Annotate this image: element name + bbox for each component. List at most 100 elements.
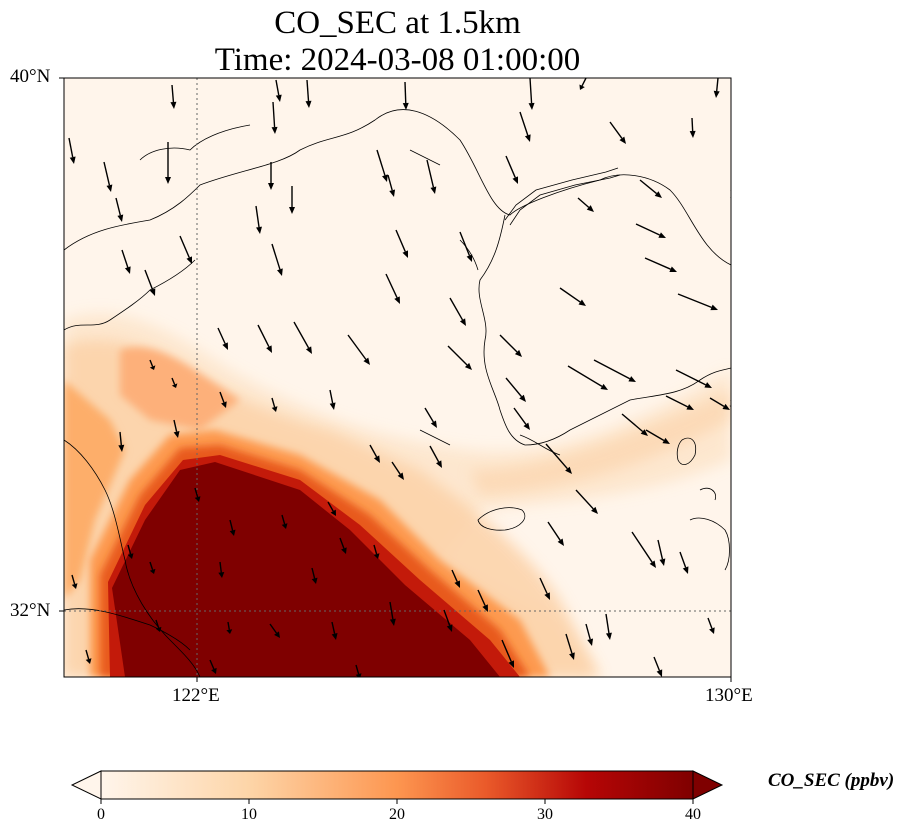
wind-arrows	[68, 78, 731, 677]
wind-arrow-shaft	[499, 334, 518, 353]
wind-arrow-head	[222, 342, 228, 350]
colorbar-tick-20: 20	[389, 806, 405, 823]
wind-arrow-shaft	[149, 359, 154, 367]
wind-arrow-shaft	[477, 589, 486, 606]
wind-arrow-head	[149, 288, 156, 296]
wind-arrow-shaft	[679, 551, 687, 568]
wind-arrow-shaft	[275, 79, 280, 96]
wind-arrow-head	[654, 191, 662, 198]
wind-arrow-shaft	[716, 78, 719, 92]
wind-arrow-shaft	[115, 197, 121, 216]
wind-arrow-head	[557, 538, 564, 546]
wind-arrow-head	[586, 205, 594, 212]
wind-arrow-head	[363, 357, 370, 365]
wind-arrow-shaft	[311, 567, 316, 579]
wind-arrow-head	[330, 509, 336, 516]
wind-arrow-shaft	[171, 377, 176, 385]
wind-arrow-head	[149, 365, 156, 370]
wind-arrow-shaft	[68, 137, 74, 158]
wind-arrow-shaft	[255, 205, 260, 228]
wind-arrow-head	[524, 134, 531, 142]
wind-arrow-shaft	[609, 121, 623, 139]
wind-arrow-head	[275, 94, 282, 102]
wind-arrow-shaft	[219, 561, 222, 573]
wind-arrow-shaft	[501, 639, 512, 662]
wind-arrow-shaft	[144, 269, 154, 290]
wind-arrow-head	[658, 232, 666, 238]
wind-arrow-head	[85, 658, 92, 664]
wind-arrow-head	[430, 420, 437, 428]
lat-label-32n: 32°N	[10, 600, 51, 621]
wind-arrow-head	[454, 580, 460, 588]
wind-arrow-shaft	[121, 249, 129, 268]
wind-arrow-shaft	[429, 445, 440, 463]
wind-arrow-shaft	[339, 537, 345, 549]
wind-arrow-head	[341, 547, 347, 554]
wind-arrow-shaft	[644, 257, 671, 270]
wind-arrow-head	[117, 214, 124, 222]
wind-arrow-head	[649, 560, 656, 568]
lon-label-130e: 130°E	[705, 685, 753, 706]
wind-arrow-shaft	[529, 78, 533, 104]
wind-arrow-shaft	[709, 397, 725, 407]
colorbar-gradient	[101, 771, 693, 799]
wind-arrow-shaft	[149, 561, 154, 571]
wind-arrow-shaft	[103, 161, 111, 186]
wind-arrow-head	[528, 102, 535, 110]
wind-arrow-head	[277, 268, 283, 276]
wind-arrow-shaft	[71, 574, 76, 585]
wind-arrow-shaft	[373, 544, 378, 555]
wind-arrow-head	[118, 444, 125, 452]
wind-arrow-head	[229, 529, 236, 536]
wind-arrow-shaft	[577, 197, 590, 208]
wind-arrow-head	[382, 174, 388, 182]
wind-arrow-head	[373, 455, 380, 463]
wind-arrow-shaft	[657, 539, 664, 560]
wind-arrow-shaft	[272, 101, 276, 128]
colorbar-extend-min	[70, 770, 102, 800]
wind-arrow-shaft	[347, 334, 367, 360]
wind-arrow-head	[124, 266, 131, 274]
wind-arrow-shaft	[376, 149, 386, 176]
wind-arrow-shaft	[631, 531, 653, 563]
wind-arrow-shaft	[665, 395, 689, 408]
wind-arrow-shaft	[575, 489, 594, 510]
colorbar-tick-30: 30	[537, 806, 553, 823]
wind-arrow-head	[149, 568, 156, 574]
wind-arrow-head	[605, 632, 612, 640]
wind-arrow-shaft	[505, 155, 516, 178]
wind-arrow-shaft	[173, 419, 178, 432]
wind-arrow-shaft	[605, 613, 610, 634]
wind-arrow-shaft	[675, 369, 707, 386]
wind-arrow-shaft	[443, 609, 451, 626]
wind-arrow-shaft	[271, 243, 281, 270]
wind-arrow-head	[519, 394, 526, 402]
wind-arrow-head	[268, 183, 274, 190]
wind-arrow-head	[508, 660, 514, 668]
wind-arrow-shaft	[389, 601, 394, 620]
wind-arrow-head	[171, 383, 178, 388]
wind-arrow-head	[579, 84, 585, 90]
wind-arrow-head	[71, 583, 78, 589]
wind-arrow-shaft	[385, 273, 398, 298]
wind-arrow-head	[311, 577, 318, 584]
wind-arrow-head	[565, 466, 572, 474]
wind-arrow-shaft	[269, 623, 278, 634]
wind-arrow-shaft	[219, 391, 225, 403]
wind-arrow-head	[394, 296, 400, 304]
wind-arrow-head	[709, 627, 715, 634]
wind-arrow-shaft	[306, 79, 310, 102]
gridlines	[64, 78, 731, 677]
wind-arrow-head	[669, 266, 677, 272]
wind-arrow-shaft	[547, 521, 561, 541]
wind-arrow-head	[569, 652, 575, 660]
wind-arrow-shaft	[119, 431, 123, 446]
lon-label-122e: 122°E	[172, 685, 220, 706]
wind-arrow-shaft	[567, 365, 603, 387]
wind-arrow-head	[430, 186, 437, 194]
wind-arrow-head	[544, 592, 550, 600]
wind-arrow-head	[389, 189, 396, 197]
wind-arrow-head	[186, 256, 192, 264]
wind-arrow-shaft	[227, 621, 230, 630]
wind-arrow-head	[256, 226, 262, 234]
